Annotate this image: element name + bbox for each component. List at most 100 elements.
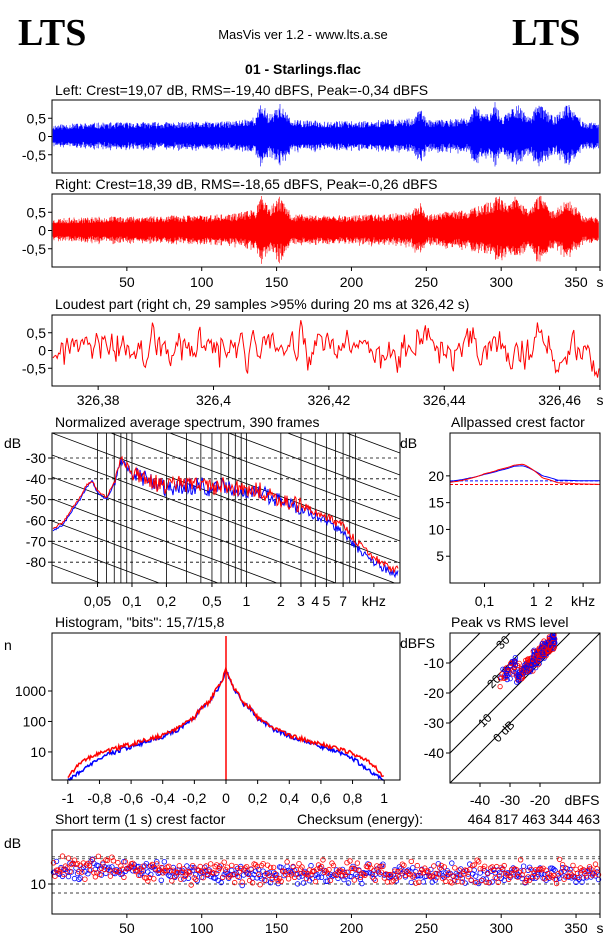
short-crest-point-right	[380, 863, 386, 869]
logo-left: LTS	[18, 12, 86, 54]
histogram-xtick-label: -0,6	[119, 790, 143, 806]
peak-rms-crest-line	[450, 633, 481, 664]
short-crest-point-right	[227, 873, 233, 879]
short-crest-point-right	[417, 870, 423, 876]
spectrum-ytick-label: -40	[26, 471, 46, 487]
short-crest-point-left	[410, 865, 416, 871]
peak-rms-point-left	[500, 666, 506, 672]
peak-rms-point-left	[540, 651, 546, 658]
short-crest-point-right	[224, 864, 230, 870]
short-crest-point-right	[399, 861, 406, 867]
short-crest-point-right	[473, 879, 479, 886]
left-waveform-ytick-label: -0,5	[22, 147, 46, 163]
short-crest-point-right	[255, 871, 262, 878]
short-crest-point-right	[269, 876, 275, 883]
short-crest-point-right	[143, 875, 149, 881]
short-crest-point-right	[140, 863, 146, 869]
peak-rms-point-left	[528, 661, 535, 668]
right-waveform-ytick-label: 0	[38, 223, 46, 239]
right-waveform-signal	[52, 195, 599, 264]
short-crest-point-left	[594, 869, 600, 875]
short-crest-point-right	[116, 869, 123, 875]
short-crest-point-right	[585, 867, 591, 873]
short-crest-point-right	[176, 863, 182, 869]
peak-rms-point-left	[530, 655, 536, 661]
short-crest-point-right	[468, 877, 474, 883]
short-crest-point-right	[230, 871, 236, 878]
short-crest-point-left	[552, 867, 558, 874]
short-crest-point-left	[267, 880, 274, 886]
histogram-xtick-label: 0,6	[311, 790, 331, 806]
short-crest-point-right	[181, 866, 187, 872]
peak-rms-point-right	[510, 671, 516, 677]
short-crest-point-right	[285, 876, 292, 882]
short-crest-point-right	[405, 870, 411, 876]
short-crest-point-right	[474, 857, 480, 863]
short-crest-point-right	[330, 862, 337, 869]
peak-rms-point-right	[535, 662, 541, 668]
short-crest-point-right	[333, 872, 340, 878]
short-crest-point-right	[515, 874, 521, 880]
spectrum-slope-line	[227, 433, 400, 498]
short-crest-point-left	[239, 882, 245, 889]
short-crest-point-right	[207, 861, 214, 867]
peak-rms-crest-line	[450, 633, 571, 754]
short-crest-point-right	[517, 857, 524, 863]
spectrum-ytick-label: -50	[26, 492, 46, 508]
spectrum-slope-line	[52, 454, 396, 583]
short-crest-point-right	[464, 868, 470, 874]
short-crest-point-left	[294, 881, 301, 887]
short-crest-point-left	[473, 873, 479, 879]
short-crest-point-right	[233, 864, 239, 870]
spectrum-slope-line	[52, 476, 337, 583]
short-crest-point-right	[59, 853, 66, 859]
short-crest-point-left	[402, 874, 409, 880]
short-crest-point-right	[543, 867, 549, 873]
short-crest-point-right	[362, 872, 368, 878]
short-crest-point-left	[222, 869, 229, 875]
file-title: 01 - Starlings.flac	[245, 61, 361, 77]
peak-rms-xlabel: dBFS	[564, 792, 599, 808]
short-crest-point-right	[503, 870, 509, 877]
loudest-part-xtick-label: 326,46	[538, 392, 581, 408]
short-crest-point-right	[534, 874, 540, 880]
short-crest-point-right	[318, 863, 325, 870]
short-crest-point-right	[523, 877, 530, 883]
left-waveform-signal	[52, 102, 599, 167]
short-crest-point-right	[200, 875, 206, 881]
short-crest-point-right	[507, 873, 513, 879]
short-crest-point-right	[166, 863, 172, 869]
short-crest-point-right	[479, 877, 485, 884]
short-crest-point-right	[64, 865, 70, 871]
peak-rms-point-left	[529, 658, 536, 664]
allpassed-ytick-label: 20	[428, 468, 444, 484]
short-crest-point-right	[413, 880, 419, 886]
short-crest-point-right	[501, 862, 507, 869]
spectrum-slope-line	[168, 433, 400, 520]
short-crest-point-left	[582, 868, 588, 874]
short-crest-point-right	[504, 871, 510, 878]
short-crest-point-left	[252, 868, 259, 874]
short-crest-point-right	[179, 869, 185, 875]
logo-right: LTS	[512, 12, 580, 54]
short-crest-point-right	[387, 871, 394, 878]
loudest-part-ytick-label: 0,5	[27, 325, 47, 341]
spectrum-xtick-label: kHz	[362, 593, 386, 609]
short-crest-point-right	[416, 879, 422, 885]
short-crest-point-left	[179, 867, 185, 874]
loudest-part-xtick-label: s	[597, 392, 604, 408]
left-waveform-chart: Left: Crest=19,07 dB, RMS=-19,40 dBFS, P…	[22, 82, 601, 174]
short-crest-point-left	[339, 866, 346, 873]
peak-rms-point-left	[511, 658, 518, 664]
short-crest-point-right	[58, 866, 64, 872]
peak-rms-point-left	[531, 647, 537, 653]
spectrum-xtick-label: 0,5	[202, 593, 222, 609]
left-waveform-ytick-label: 0,5	[27, 110, 47, 126]
short-crest-point-left	[330, 872, 337, 879]
short-crest-point-right	[136, 872, 142, 878]
short-crest-point-right	[375, 869, 382, 875]
short-crest-xtick-label: 100	[190, 920, 214, 936]
short-crest-point-right	[312, 878, 319, 885]
short-term-crest-chart: Short term (1 s) crest factor Checksum (e…	[4, 811, 604, 936]
short-crest-point-right	[344, 860, 350, 866]
